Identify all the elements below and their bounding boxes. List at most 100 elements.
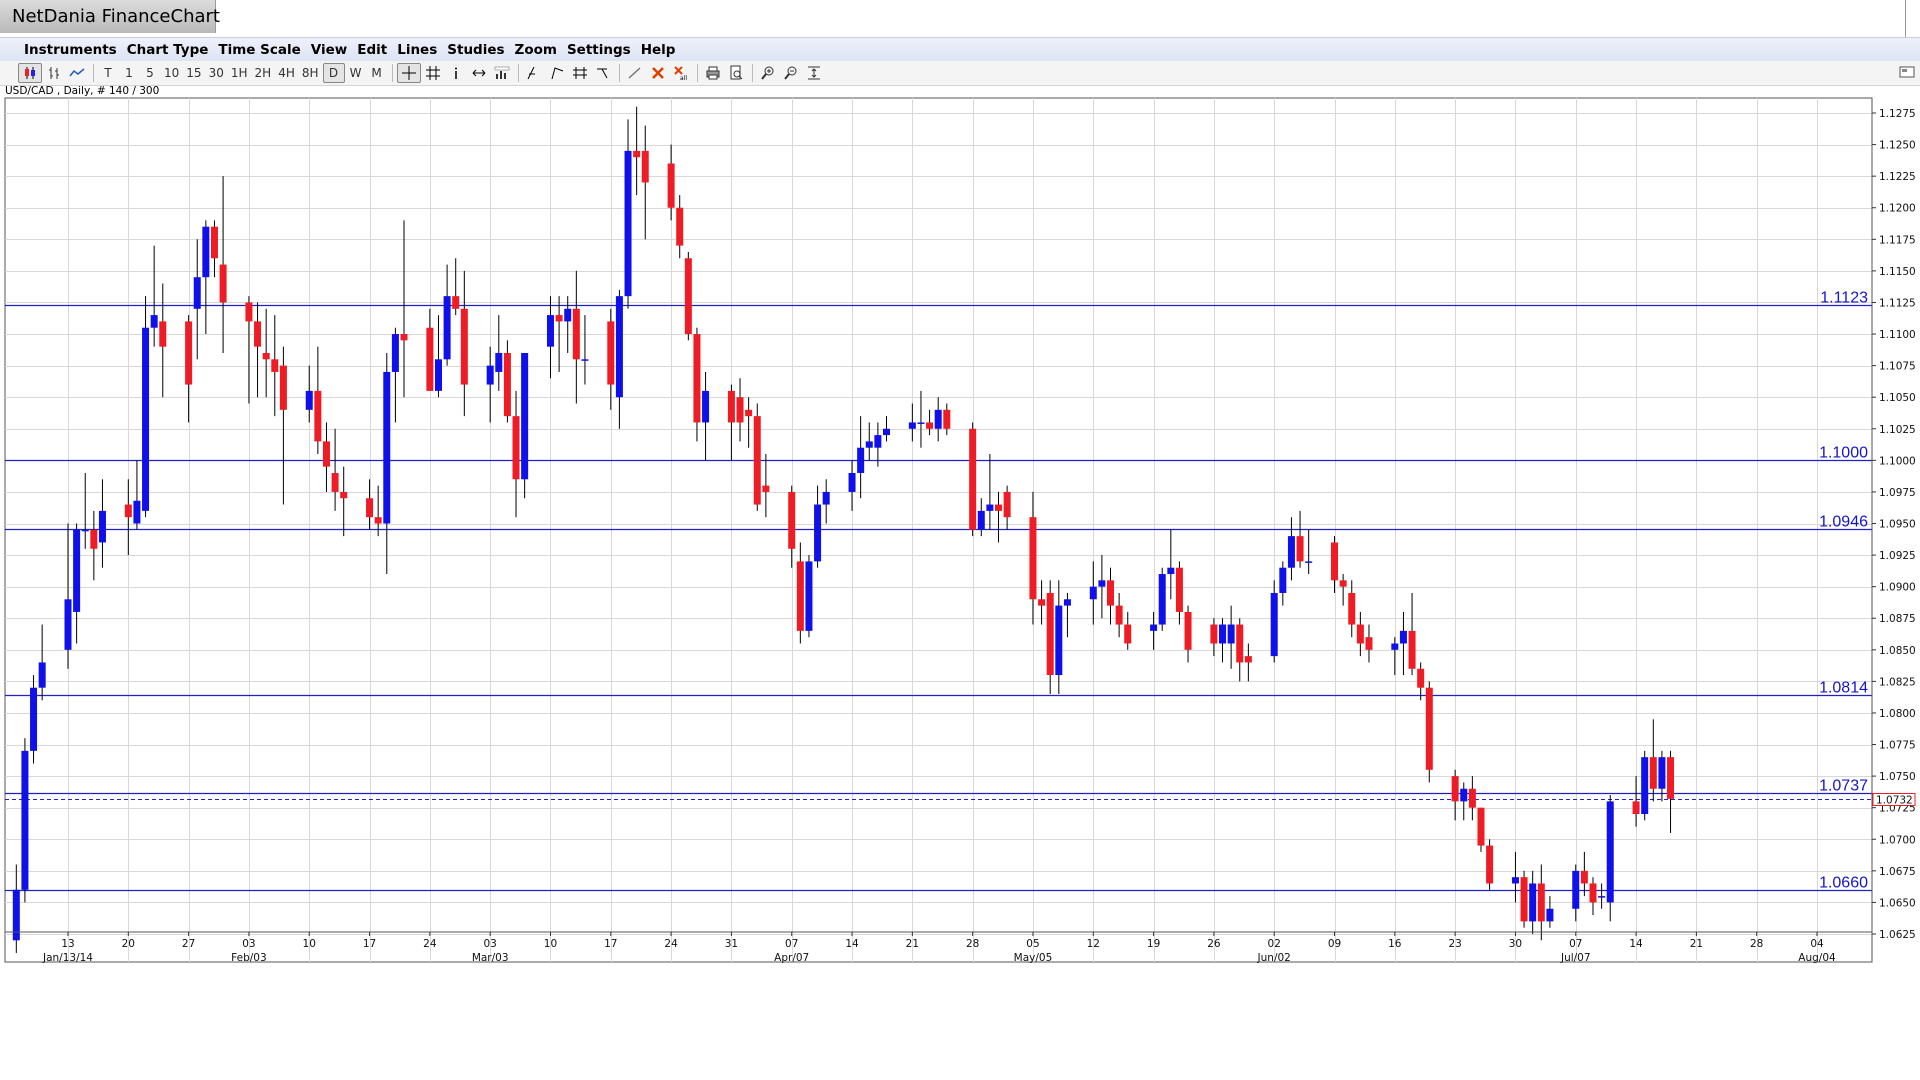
delete-all-button[interactable]: all — [670, 64, 692, 82]
fit-scale-button[interactable] — [803, 64, 825, 82]
candle[interactable] — [1572, 864, 1580, 922]
trendline-button[interactable] — [523, 64, 545, 82]
candle[interactable] — [1089, 561, 1097, 625]
candle[interactable] — [1408, 592, 1416, 676]
candle[interactable] — [814, 485, 822, 568]
candle[interactable] — [426, 308, 434, 391]
candle[interactable] — [64, 523, 72, 669]
candle[interactable] — [805, 555, 813, 638]
candle[interactable] — [305, 365, 313, 423]
candle[interactable] — [1511, 851, 1519, 903]
info-button[interactable] — [445, 64, 467, 82]
candle[interactable] — [1546, 896, 1554, 928]
timescale-monthly[interactable]: M — [371, 66, 382, 80]
candle[interactable] — [366, 479, 374, 530]
candle[interactable] — [874, 422, 882, 467]
scroll-button[interactable] — [468, 64, 490, 82]
candle[interactable] — [564, 296, 572, 353]
candle[interactable] — [1029, 491, 1037, 625]
candle[interactable] — [1305, 529, 1313, 575]
delete-button[interactable] — [647, 64, 669, 82]
ohlc-chart-button[interactable] — [43, 64, 65, 82]
candle[interactable] — [1175, 561, 1183, 625]
candle[interactable] — [245, 296, 253, 404]
candle[interactable] — [633, 106, 641, 196]
print-button[interactable] — [702, 64, 724, 82]
candle[interactable] — [262, 308, 270, 398]
menu-view[interactable]: View — [310, 42, 348, 58]
timescale-weekly[interactable]: W — [349, 66, 362, 80]
volume-button[interactable] — [491, 64, 513, 82]
candle[interactable] — [219, 176, 227, 353]
candle[interactable] — [1529, 870, 1537, 934]
window-icon[interactable] — [1899, 64, 1915, 80]
candle[interactable] — [624, 119, 632, 309]
candle[interactable] — [1244, 643, 1252, 682]
candle[interactable] — [193, 239, 201, 360]
candle[interactable] — [1055, 580, 1063, 695]
timescale-1h[interactable]: 1H — [230, 66, 248, 80]
timescale-10min[interactable]: 10 — [164, 66, 180, 80]
candle[interactable] — [1184, 605, 1192, 663]
candle[interactable] — [254, 302, 262, 398]
candle[interactable] — [443, 264, 451, 366]
candle[interactable] — [98, 479, 106, 568]
candle[interactable] — [503, 340, 511, 423]
zoom-out-button[interactable] — [780, 64, 802, 82]
candle[interactable] — [271, 315, 279, 417]
menu-settings[interactable]: Settings — [566, 42, 631, 58]
menu-edit[interactable]: Edit — [357, 42, 388, 58]
candle[interactable] — [521, 352, 529, 499]
channel-button[interactable] — [592, 64, 614, 82]
zoom-in-button[interactable] — [757, 64, 779, 82]
candle[interactable] — [1279, 561, 1287, 606]
menu-time-scale[interactable]: Time Scale — [218, 42, 301, 58]
candle[interactable] — [641, 125, 649, 240]
menu-instruments[interactable]: Instruments — [24, 42, 117, 58]
candle[interactable] — [934, 397, 942, 442]
candle[interactable] — [1124, 611, 1132, 650]
candle[interactable] — [745, 397, 753, 448]
candle[interactable] — [986, 454, 994, 530]
candle[interactable] — [1331, 536, 1339, 593]
candle[interactable] — [1391, 637, 1399, 676]
candle[interactable] — [185, 315, 193, 423]
candle[interactable] — [1589, 877, 1597, 916]
candle[interactable] — [1038, 580, 1046, 625]
candle[interactable] — [210, 220, 218, 278]
candle[interactable] — [133, 460, 141, 530]
candle[interactable] — [667, 144, 675, 221]
candle[interactable] — [1339, 574, 1347, 606]
candle[interactable] — [1210, 618, 1218, 657]
candle[interactable] — [1107, 567, 1115, 625]
candle[interactable] — [702, 371, 710, 461]
candle[interactable] — [1167, 529, 1175, 600]
candle[interactable] — [331, 428, 339, 511]
candle[interactable] — [727, 384, 735, 461]
candle[interactable] — [124, 479, 132, 556]
timescale-8h[interactable]: 8H — [301, 66, 319, 80]
candle[interactable] — [908, 403, 916, 442]
candle[interactable] — [434, 315, 442, 398]
candle[interactable] — [882, 416, 890, 442]
ray-button[interactable] — [546, 64, 568, 82]
candle[interactable] — [1417, 662, 1425, 701]
candle[interactable] — [753, 403, 761, 511]
candle[interactable] — [1451, 769, 1459, 821]
candle[interactable] — [512, 390, 520, 518]
candle[interactable] — [977, 498, 985, 537]
menu-chart-type[interactable]: Chart Type — [126, 42, 209, 58]
candle[interactable] — [1477, 807, 1485, 852]
menu-studies[interactable]: Studies — [447, 42, 505, 58]
candle[interactable] — [1460, 782, 1468, 821]
candle[interactable] — [1649, 719, 1657, 802]
candle[interactable] — [736, 378, 744, 442]
candle[interactable] — [1046, 580, 1054, 695]
candle[interactable] — [1236, 618, 1244, 682]
candle[interactable] — [684, 251, 692, 341]
candle[interactable] — [30, 675, 38, 764]
candle[interactable] — [822, 479, 830, 524]
candle[interactable] — [1270, 580, 1278, 663]
candle[interactable] — [1227, 605, 1235, 669]
print-preview-button[interactable] — [725, 64, 747, 82]
